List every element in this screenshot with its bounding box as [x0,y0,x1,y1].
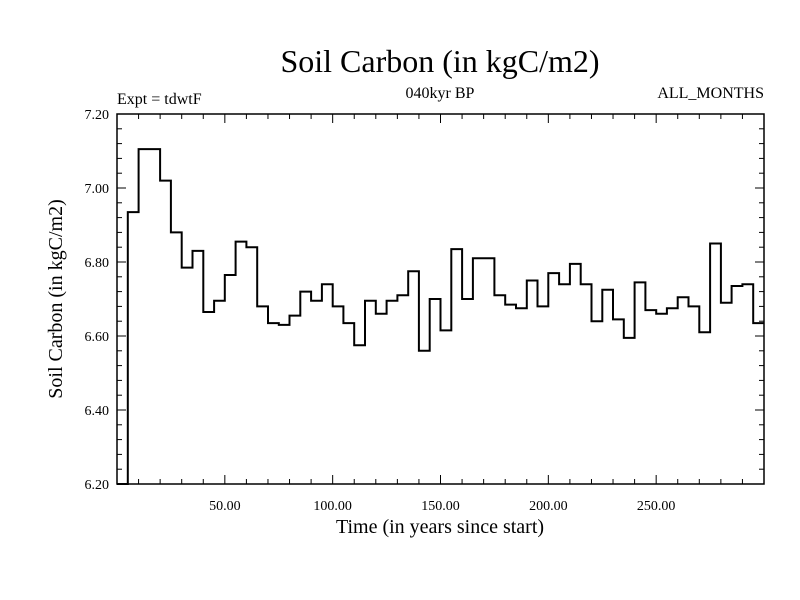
chart-subtitle: 040kyr BP [406,85,475,102]
x-tick-label: 100.00 [313,499,352,514]
soil-carbon-series [117,148,764,485]
y-tick-label: 7.20 [85,108,110,123]
chart-title: Soil Carbon (in kgC/m2) [280,43,599,79]
y-tick-label: 6.80 [85,256,110,271]
y-tick-label: 6.40 [85,404,110,419]
tick-labels: 50.00 100.00 150.00 200.00 250.00 6.20 6.40 6.6… [85,108,676,514]
experiment-label: Expt = tdwtF [117,91,202,108]
x-axis-label: Time (in years since start) [336,516,544,538]
y-tick-label: 7.00 [85,182,110,197]
y-tick-label: 6.20 [85,478,110,493]
x-tick-label: 250.00 [637,499,676,514]
y-axis-label: Soil Carbon (in kgC/m2) [45,199,67,398]
months-label: ALL_MONTHS [657,85,764,102]
axis-ticks [117,113,764,485]
x-tick-label: 200.00 [529,499,568,514]
plot-frame [116,113,765,485]
y-tick-label: 6.60 [85,330,110,345]
x-tick-label: 150.00 [421,499,460,514]
x-tick-label: 50.00 [209,499,241,514]
